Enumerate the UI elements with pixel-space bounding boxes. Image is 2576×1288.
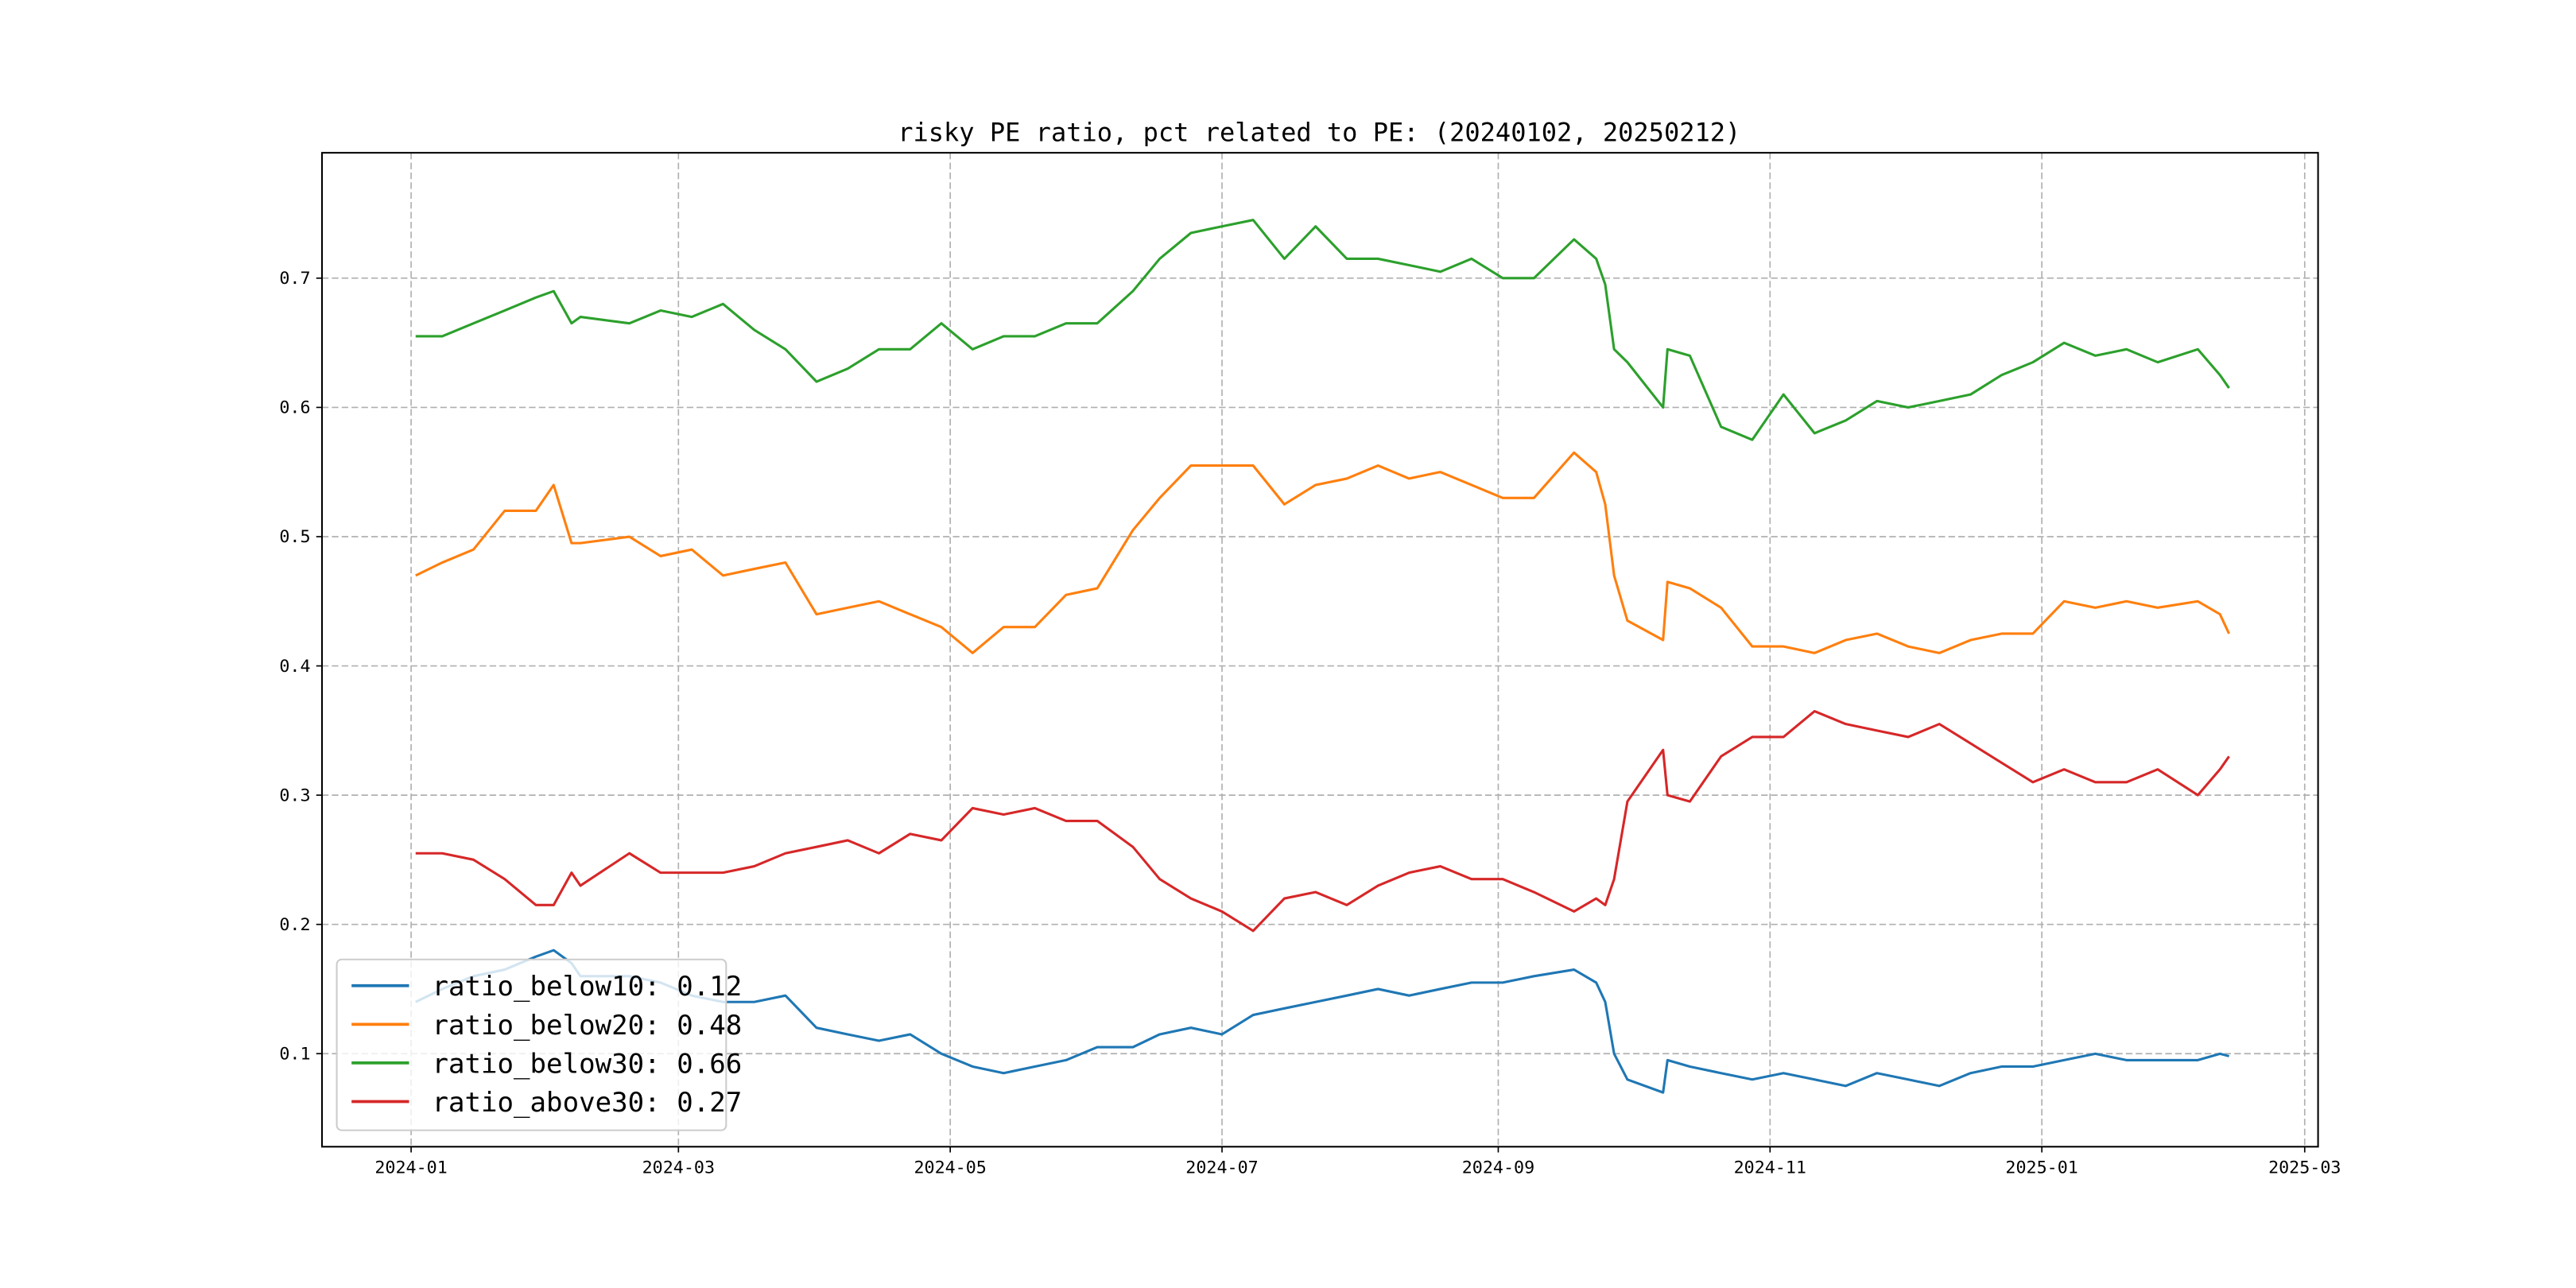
y-tick-label: 0.5 [279,527,310,547]
x-tick-label: 2024-01 [374,1158,447,1177]
series-line-ratio_below20 [415,451,2230,654]
plot-frame [320,152,2319,1148]
series-lines [415,219,2230,1094]
series-line-ratio_above30 [415,709,2230,933]
legend-label-ratio_below30: ratio_below30: 0.66 [432,1048,742,1080]
legend-box [336,958,727,1131]
x-tick-label: 2025-03 [2268,1158,2341,1177]
legend-label-ratio_above30: ratio_above30: 0.27 [432,1087,742,1119]
x-tick-label: 2024-03 [642,1158,715,1177]
x-tick-label: 2024-05 [914,1158,986,1177]
x-tick-label: 2025-01 [2005,1158,2077,1177]
y-tick-label: 0.2 [279,915,310,935]
axis-ticks: 0.1 0.2 0.3 0.4 0.5 0.6 0.7 2024-01 2024-03 2024-… [279,269,2341,1177]
y-tick-label: 0.3 [279,786,310,805]
y-tick-label: 0.1 [279,1044,310,1064]
chart-title: risky PE ratio, pct related to PE: (2024… [898,118,1740,148]
legend-label-ratio_below10: ratio_below10: 0.12 [432,971,742,1003]
legend: ratio_below10: 0.12 ratio_below20: 0.48 ra… [336,958,742,1131]
x-tick-label: 2024-07 [1185,1158,1258,1177]
x-tick-label: 2024-09 [1462,1158,1534,1177]
series-line-ratio_below30 [415,219,2230,441]
legend-label-ratio_below20: ratio_below20: 0.48 [432,1010,742,1042]
grid [322,153,2318,1147]
y-tick-label: 0.7 [279,269,310,289]
y-tick-label: 0.6 [279,398,310,418]
y-tick-label: 0.4 [279,657,310,677]
x-tick-label: 2024-11 [1734,1158,1806,1177]
